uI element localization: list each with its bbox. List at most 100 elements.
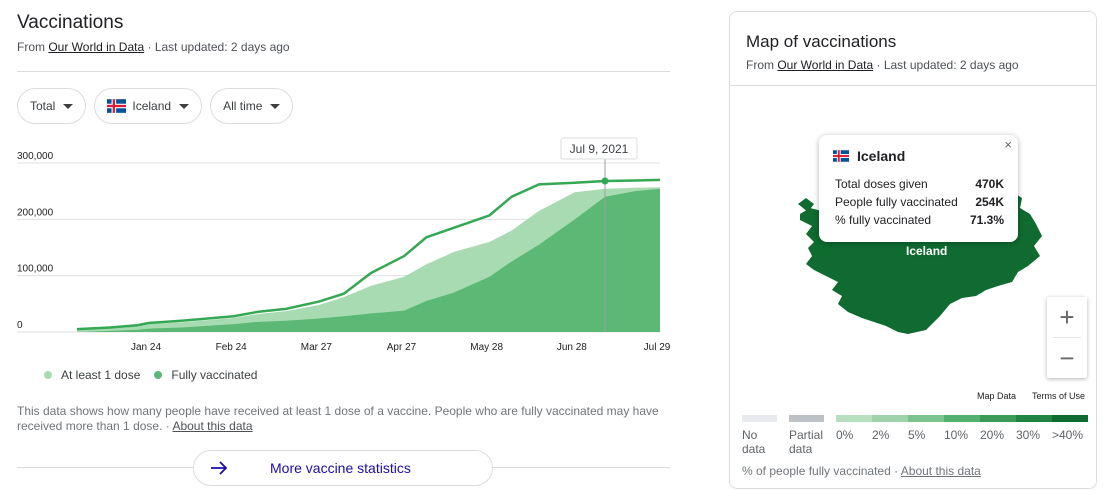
legend-label: Fully vaccinated — [171, 368, 258, 382]
tooltip-row-label: Total doses given — [835, 177, 928, 191]
scale-swatch — [872, 415, 908, 422]
source-prefix: From — [746, 58, 774, 72]
vaccinations-panel: Vaccinations From Our World in Data · La… — [17, 0, 670, 491]
zoom-in-button[interactable]: + — [1059, 301, 1075, 332]
divider — [1053, 337, 1081, 338]
separator: · — [165, 419, 170, 433]
map-panel: Map of vaccinations From Our World in Da… — [729, 11, 1097, 489]
scale-segment: 5% — [908, 415, 944, 456]
x-tick-label: Jun 28 — [557, 342, 587, 353]
scale-segment: 2% — [872, 415, 908, 456]
about-link[interactable]: About this data — [172, 419, 253, 433]
tooltip-row-label: People fully vaccinated — [835, 195, 958, 209]
tooltip-row: People fully vaccinated 254K — [835, 195, 1004, 209]
scale-segment: >40% — [1052, 415, 1088, 456]
scale-label: No data — [742, 428, 766, 456]
more-statistics-label: More vaccine statistics — [270, 460, 411, 476]
x-tick-label: Jan 24 — [131, 342, 161, 353]
scale-segment: No data — [742, 415, 777, 456]
map-source-line: From Our World in Data · Last updated: 2… — [746, 58, 1019, 72]
vaccination-chart[interactable]: 0 100,000 200,000 300,000 Jul 9, 2021 Jan 24 F… — [17, 135, 670, 360]
country-label: Iceland — [906, 244, 948, 258]
x-tick-label: Mar 27 — [301, 342, 333, 353]
about-text: This data shows how many people have rec… — [17, 404, 677, 434]
divider — [493, 467, 670, 468]
last-updated: · Last updated: 2 days ago — [876, 58, 1019, 72]
scale-swatch — [1052, 415, 1088, 422]
scale-label: 0% — [836, 428, 854, 442]
filter-bar: Total Iceland All time — [17, 88, 301, 124]
legend-swatch — [44, 371, 52, 379]
date-tooltip-box — [560, 137, 638, 160]
caret-down-icon — [270, 103, 281, 109]
legend-swatch — [154, 371, 163, 379]
caret-down-icon — [179, 103, 190, 109]
scale-swatch — [836, 415, 872, 422]
scale-segment: 20% — [980, 415, 1016, 456]
zoom-controls: + − — [1047, 297, 1087, 378]
date-tooltip: Jul 9, 2021 — [570, 142, 629, 156]
arrow-right-icon — [211, 461, 228, 475]
iceland-flag-icon — [107, 99, 127, 113]
country-value: Iceland — [132, 99, 172, 113]
tooltip-country: Iceland — [857, 148, 906, 164]
source-line: From Our World in Data · Last updated: 2… — [17, 40, 290, 54]
map-data-label[interactable]: Map Data — [977, 391, 1017, 401]
zoom-out-button[interactable]: − — [1059, 342, 1075, 373]
x-tick-label: May 28 — [470, 342, 503, 353]
y-tick-label: 300,000 — [17, 151, 54, 162]
tooltip-row-value: 71.3% — [969, 213, 1004, 227]
map-view[interactable]: Iceland Iceland × Total doses given 470K… — [730, 85, 1096, 403]
legend-label: At least 1 dose — [61, 368, 141, 382]
range-dropdown[interactable]: All time — [210, 88, 294, 124]
close-icon[interactable]: × — [1004, 137, 1012, 152]
total-doses-line — [76, 178, 661, 331]
more-statistics-button[interactable]: More vaccine statistics — [193, 450, 493, 486]
scale-label: 20% — [980, 428, 1005, 442]
legend-first-dose: At least 1 dose — [44, 368, 140, 382]
scale-segment: 10% — [944, 415, 980, 456]
divider — [17, 467, 193, 468]
tooltip-row: % fully vaccinated 71.3% — [835, 213, 1004, 227]
tooltip-row-value: 254K — [975, 195, 1004, 209]
tooltip-row: Total doses given 470K — [835, 177, 1004, 191]
scale-segment: 0% — [836, 415, 872, 456]
last-updated: · Last updated: 2 days ago — [147, 40, 290, 54]
scale-swatch — [944, 415, 980, 422]
scale-swatch — [742, 415, 777, 422]
metric-dropdown[interactable]: Total — [17, 88, 87, 124]
tooltip-row-label: % fully vaccinated — [835, 213, 932, 227]
scale-label: 30% — [1016, 428, 1041, 442]
map-tooltip: Iceland × Total doses given 470K People … — [819, 135, 1018, 242]
metric-value: Total — [30, 99, 56, 113]
terms-link[interactable]: Terms of Use — [1032, 391, 1086, 401]
page-title: Vaccinations — [17, 12, 124, 33]
iceland-flag-icon — [833, 150, 849, 162]
tooltip-header: Iceland — [833, 148, 905, 164]
scale-caption-text: % of people fully vaccinated — [742, 464, 891, 478]
source-prefix: From — [17, 40, 45, 54]
map-source-link[interactable]: Our World in Data — [777, 58, 874, 72]
scale-caption: % of people fully vaccinated · About thi… — [742, 464, 981, 478]
source-link[interactable]: Our World in Data — [48, 40, 145, 54]
range-value: All time — [223, 99, 263, 113]
scale-about-link[interactable]: About this data — [900, 464, 981, 478]
divider — [17, 71, 670, 72]
country-dropdown[interactable]: Iceland — [94, 88, 203, 124]
chart-legend: At least 1 dose Fully vaccinated — [44, 368, 271, 382]
scale-label: 10% — [944, 428, 969, 442]
y-tick-label: 100,000 — [17, 264, 54, 275]
scale-swatch — [1016, 415, 1052, 422]
map-title: Map of vaccinations — [746, 32, 897, 51]
area-fully-vaccinated — [77, 188, 660, 332]
scale-swatch — [789, 415, 824, 422]
scale-label: 5% — [908, 428, 926, 442]
scale-label: 2% — [872, 428, 890, 442]
y-tick-label: 200,000 — [17, 207, 54, 218]
x-tick-label: Feb 24 — [216, 342, 248, 353]
scale-label: >40% — [1052, 428, 1084, 442]
scale-swatch — [980, 415, 1016, 422]
color-scale: No data Partial data 0% 2% 5% 10% 20% 30% >40% — [742, 415, 1088, 456]
separator: · — [894, 464, 899, 478]
x-tick-label: Jul 29 — [644, 342, 670, 353]
